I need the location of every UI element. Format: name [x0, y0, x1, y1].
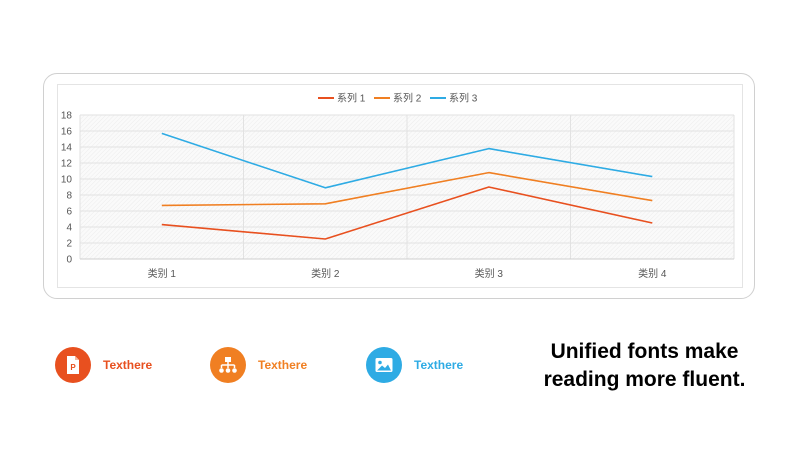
feature-item-2: Texthere [210, 346, 307, 384]
legend-label-1: 系列 1 [337, 92, 366, 105]
y-tick-label: 10 [61, 175, 73, 186]
x-tick-label: 类别 3 [475, 267, 504, 280]
y-tick-label: 4 [66, 223, 72, 234]
feature-label-2: Texthere [258, 358, 308, 372]
y-tick-label: 8 [66, 191, 72, 202]
legend-label-2: 系列 2 [393, 92, 422, 105]
series-line-3 [161, 132, 653, 189]
x-tick-label: 类别 1 [148, 267, 177, 280]
image-icon [366, 347, 402, 383]
y-tick-label: 16 [61, 127, 73, 138]
feature-item-3: Texthere [366, 346, 463, 384]
series-line-1 [161, 186, 653, 240]
feature-label-1: Texthere [103, 358, 153, 372]
y-tick-label: 0 [66, 255, 72, 266]
legend-label-3: 系列 3 [449, 92, 478, 105]
x-tick-label: 类别 4 [638, 267, 667, 280]
tagline-line-1: Unified fonts make [550, 340, 739, 363]
presentation-file-icon: P [55, 347, 91, 383]
tagline: Unified fonts make reading more fluent. [512, 338, 777, 394]
svg-text:P: P [70, 363, 76, 372]
feature-label-3: Texthere [414, 358, 464, 372]
x-tick-label: 类别 2 [311, 267, 340, 280]
tagline-line-2: reading more fluent. [543, 368, 746, 391]
y-tick-label: 14 [61, 143, 73, 154]
feature-item-1: P Texthere [55, 346, 152, 384]
org-chart-icon [210, 347, 246, 383]
y-tick-label: 18 [61, 111, 73, 122]
y-tick-label: 12 [61, 159, 73, 170]
y-tick-label: 6 [66, 207, 72, 218]
series-line-2 [161, 171, 653, 207]
y-tick-label: 2 [66, 239, 72, 250]
